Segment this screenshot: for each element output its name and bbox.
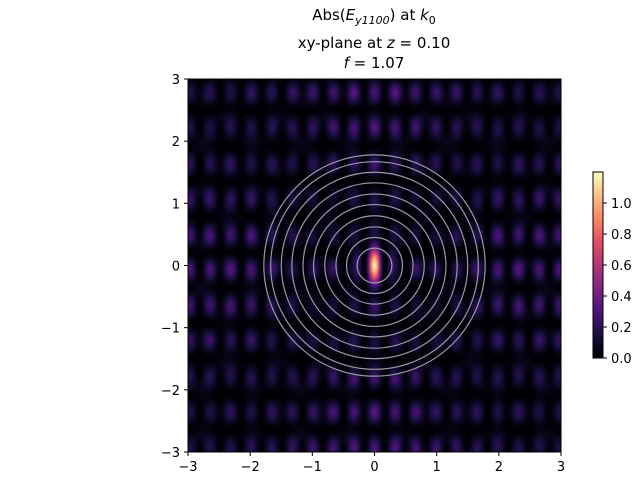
contour-ring	[356, 247, 393, 284]
contour-ring	[324, 215, 425, 316]
contour-ring	[291, 182, 458, 349]
x-tick-label: 1	[433, 460, 441, 475]
x-tick-label: 2	[495, 460, 503, 475]
y-tick-label: 2	[172, 135, 180, 150]
title-line-3: f = 1.07	[344, 54, 405, 72]
contour-ring	[345, 236, 404, 295]
contour-ring	[312, 203, 437, 328]
contour-ring	[280, 171, 469, 360]
x-tick-label: 3	[557, 460, 565, 475]
colorbar-tick-label: 1.0	[611, 197, 632, 212]
heatmap-area	[188, 79, 561, 452]
y-tick-label: −3	[161, 446, 180, 461]
contour-lines	[263, 154, 486, 377]
x-axis: −3 −2 −1 0 1 2 3	[178, 452, 565, 475]
colorbar-tick-label: 0.6	[611, 259, 632, 274]
contour-ring	[270, 161, 479, 370]
contour-ring	[263, 154, 486, 377]
y-tick-label: 3	[172, 73, 180, 88]
contour-ring	[335, 226, 414, 305]
colorbar-tick-label: 0.2	[611, 321, 632, 336]
x-tick-label: −1	[303, 460, 322, 475]
y-tick-label: 1	[172, 197, 180, 212]
y-tick-label: −2	[161, 384, 180, 399]
colorbar	[593, 172, 603, 358]
colorbar-tick-label: 0.0	[611, 352, 632, 367]
y-tick-label: 0	[172, 260, 180, 275]
title-line-1: Abs(Ey1100) at k0	[312, 6, 436, 27]
title-line-2: xy-plane at z = 0.10	[298, 34, 451, 52]
x-tick-label: −2	[241, 460, 260, 475]
y-axis: −3 −2 −1 0 1 2 3	[161, 73, 188, 461]
x-tick-label: 0	[370, 460, 378, 475]
colorbar-tick-label: 0.4	[611, 290, 632, 305]
colorbar-ticks: 0.0 0.2 0.4 0.6 0.8 1.0	[603, 197, 632, 367]
x-tick-label: −3	[178, 460, 197, 475]
contour-ring	[302, 193, 447, 338]
y-tick-label: −1	[161, 322, 180, 337]
colorbar-tick-label: 0.8	[611, 228, 632, 243]
